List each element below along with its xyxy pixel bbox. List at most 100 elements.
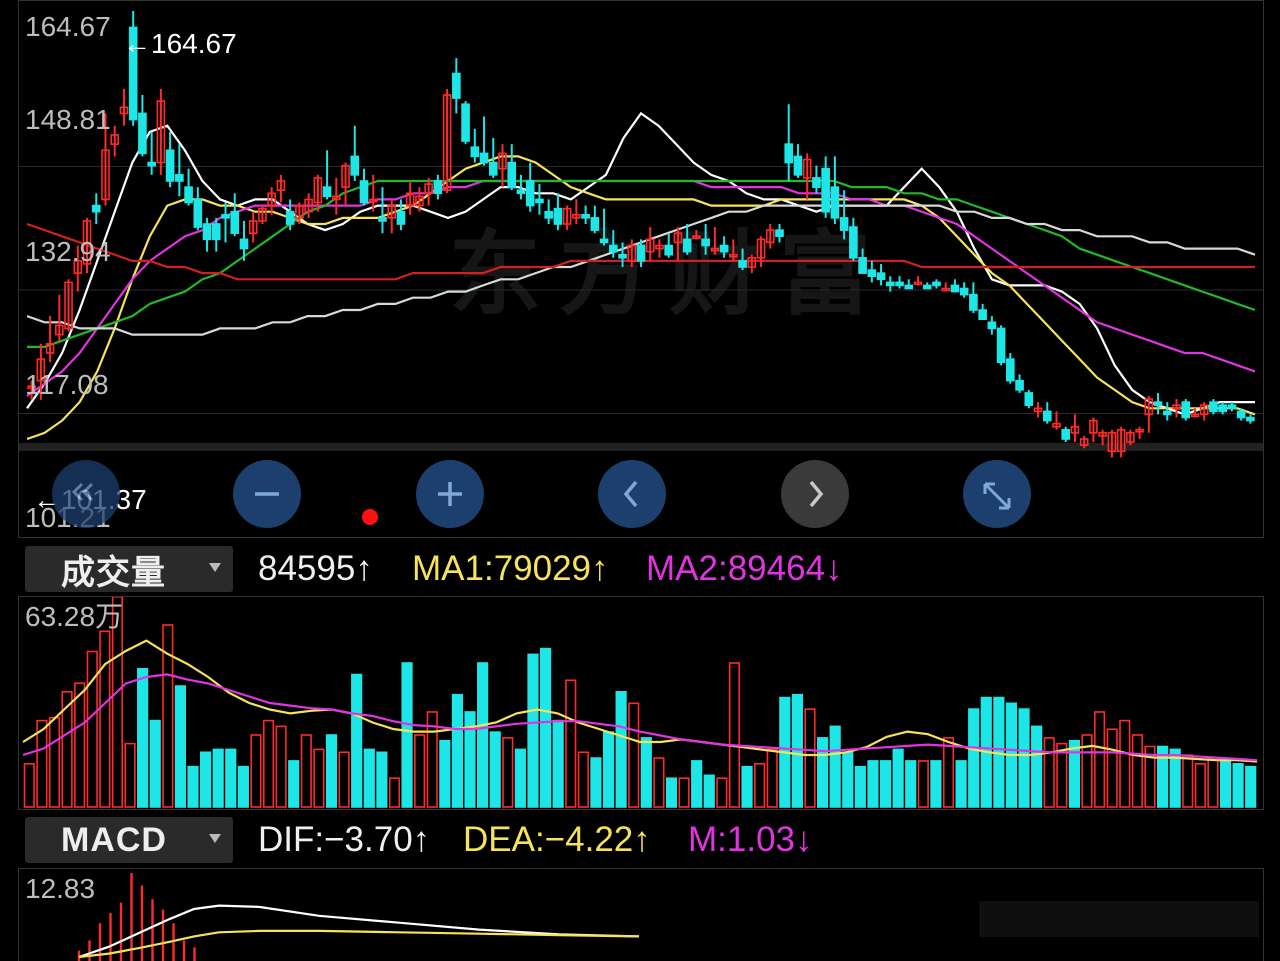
volume-bar <box>829 725 841 808</box>
volume-bar <box>1106 728 1118 808</box>
volume-bar <box>174 685 186 808</box>
candlestick <box>91 193 101 224</box>
volume-bar <box>426 711 438 808</box>
moving-average-line <box>27 179 1256 348</box>
volume-bar <box>1119 719 1131 808</box>
candlestick <box>175 144 184 197</box>
candlestick <box>525 162 535 212</box>
volume-bar <box>477 662 489 808</box>
candlestick <box>331 177 341 215</box>
candlestick <box>1107 429 1117 458</box>
candlestick <box>719 236 729 258</box>
candlestick <box>932 279 941 289</box>
volume-ma-line <box>22 673 1258 762</box>
volume-bar <box>791 693 803 808</box>
candlestick <box>516 174 526 200</box>
candlestick <box>1162 402 1172 421</box>
macd-dea: DEA:−4.22↑ <box>463 820 651 859</box>
candlestick <box>165 131 175 188</box>
candlestick <box>793 144 803 178</box>
candlestick <box>682 224 692 255</box>
volume-bar <box>1169 748 1181 808</box>
volume-chart[interactable]: 63.28万 <box>19 597 1263 809</box>
candlestick <box>45 316 55 363</box>
candlestick <box>230 193 240 237</box>
volume-bar <box>527 653 539 808</box>
collapse-panel-icon[interactable] <box>52 460 120 528</box>
macd-chart[interactable]: 12.83 <box>19 869 1263 961</box>
candlestick <box>452 58 461 114</box>
candlestick <box>553 193 563 231</box>
volume-indicator-selector[interactable]: 成交量 <box>25 546 233 592</box>
candlestick <box>138 95 147 157</box>
volume-bar <box>968 708 980 808</box>
fullscreen-icon[interactable] <box>963 460 1031 528</box>
candlestick <box>1236 408 1246 421</box>
volume-bar <box>451 693 464 808</box>
candlestick <box>424 177 433 206</box>
volume-bar <box>539 647 552 808</box>
volume-bar <box>489 731 501 808</box>
candlestick <box>812 165 821 194</box>
volume-bar <box>665 777 678 808</box>
chevron-down-icon <box>209 834 221 843</box>
price-axis-label: 117.08 <box>25 369 109 400</box>
candlestick <box>978 303 987 321</box>
candlestick <box>101 113 110 206</box>
volume-bar <box>502 737 514 808</box>
volume-bar <box>728 662 741 808</box>
candlestick <box>738 248 747 271</box>
volume-bar <box>250 734 262 808</box>
candlestick <box>1153 392 1163 415</box>
candlestick <box>248 211 258 243</box>
candlestick <box>729 239 738 261</box>
scroll-right-icon[interactable] <box>781 460 849 528</box>
volume-bar <box>1156 745 1169 808</box>
candlestick <box>442 88 452 194</box>
zoom-in-icon[interactable] <box>416 460 484 528</box>
candlestick <box>1098 429 1107 446</box>
candlestick <box>784 104 794 181</box>
macd-m: M:1.03↓ <box>688 820 813 859</box>
volume-chart-panel[interactable]: 63.28万 <box>18 596 1264 810</box>
macd-chart-panel[interactable]: 12.83 <box>18 868 1264 961</box>
candlestick <box>710 227 720 255</box>
volume-bar <box>842 751 854 808</box>
candlestick <box>701 224 710 255</box>
candlestick <box>433 174 443 200</box>
volume-bar <box>149 719 161 808</box>
candlestick <box>267 187 276 215</box>
candlestick <box>193 187 203 231</box>
scroll-left-icon[interactable] <box>598 460 666 528</box>
candlestick <box>128 11 138 126</box>
zoom-out-icon[interactable] <box>233 460 301 528</box>
volume-bar <box>905 760 917 808</box>
candlestick <box>341 162 350 206</box>
volume-bar <box>1081 734 1093 808</box>
volume-value: 84595↑ <box>258 549 373 588</box>
candlestick <box>1079 435 1089 449</box>
candlestick <box>184 168 193 206</box>
volume-bar <box>552 719 564 808</box>
candlestick <box>581 205 590 224</box>
volume-bar <box>61 691 73 808</box>
volume-bar <box>703 774 715 808</box>
volume-bar <box>325 734 338 808</box>
volume-bar <box>99 630 111 808</box>
volume-bar <box>414 734 426 808</box>
macd-indicator-selector[interactable]: MACD <box>25 817 233 863</box>
candlestick <box>27 380 36 400</box>
candlestick <box>258 205 267 224</box>
candlestick <box>645 227 655 261</box>
volume-bar <box>1144 745 1156 808</box>
volume-bar <box>48 716 61 808</box>
candlestick <box>147 131 156 175</box>
candlestick <box>599 208 609 246</box>
candlestick <box>969 282 978 314</box>
candlestick <box>1061 426 1071 443</box>
volume-bar <box>602 731 615 808</box>
volume-bar <box>930 760 942 808</box>
volume-bar <box>351 673 363 808</box>
